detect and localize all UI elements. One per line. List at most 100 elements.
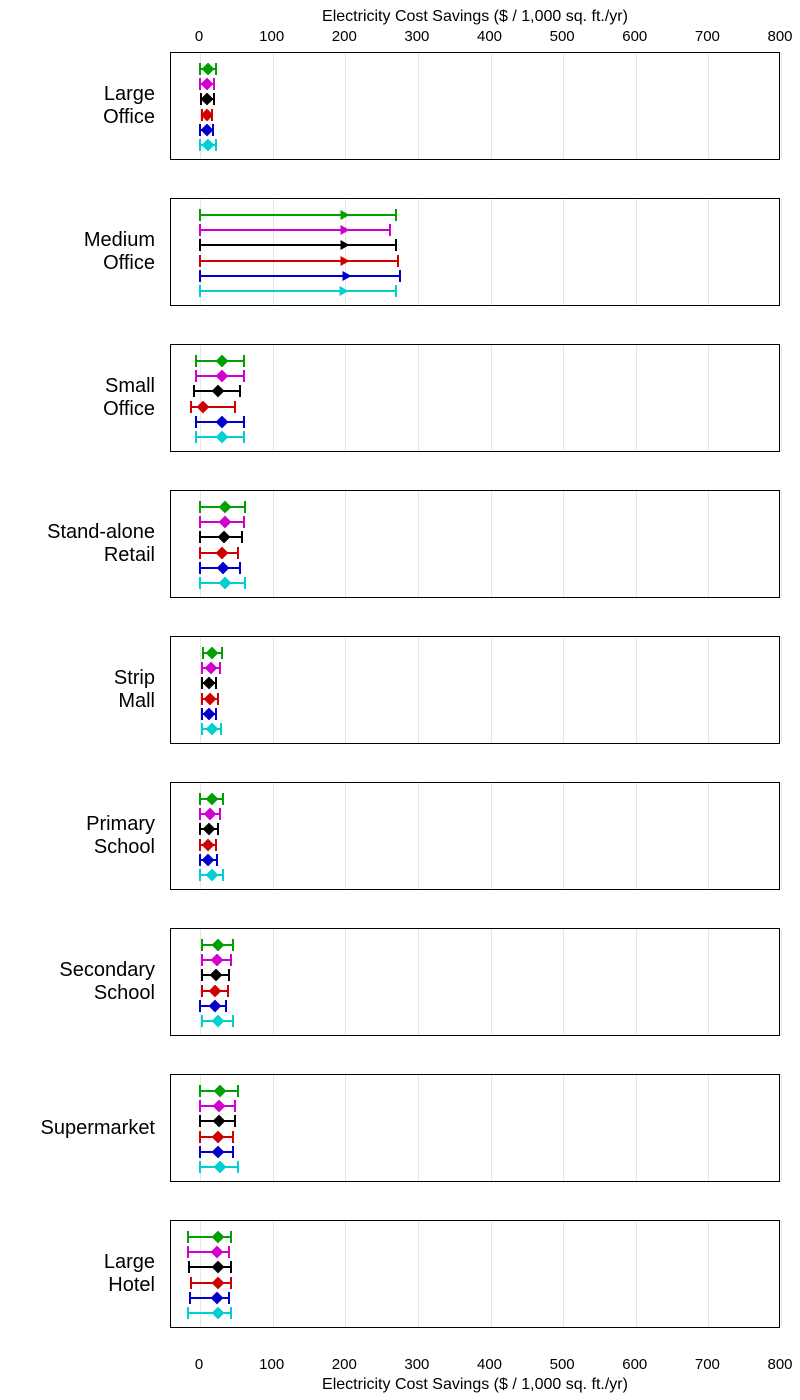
axis-tick-label: 800 bbox=[767, 1356, 792, 1373]
series-lane bbox=[171, 1113, 779, 1129]
whisker-cap bbox=[237, 1161, 239, 1173]
series-lane bbox=[171, 675, 779, 691]
series-lane bbox=[171, 514, 779, 530]
marker-diamond-icon bbox=[201, 93, 214, 106]
whisker-cap bbox=[399, 270, 401, 282]
panel-label: SecondarySchool bbox=[0, 959, 155, 1005]
axis-tick-label: 600 bbox=[622, 1356, 647, 1373]
whisker-cap bbox=[243, 516, 245, 528]
axis-tick-label: 700 bbox=[695, 28, 720, 45]
series-lane bbox=[171, 107, 779, 123]
series-lane bbox=[171, 76, 779, 92]
x-axis-title-top: Electricity Cost Savings ($ / 1,000 sq. … bbox=[170, 8, 780, 26]
whisker-cap bbox=[395, 285, 397, 297]
range-bar bbox=[188, 1236, 231, 1238]
whisker-cap bbox=[228, 1292, 230, 1304]
series-lane bbox=[171, 998, 779, 1014]
gridline bbox=[781, 1221, 782, 1327]
marker-diamond-icon bbox=[211, 1292, 224, 1305]
whisker-cap bbox=[199, 531, 201, 543]
panel-label: Supermarket bbox=[0, 1117, 155, 1140]
whisker-cap bbox=[228, 969, 230, 981]
marker-diamond-icon bbox=[218, 531, 231, 544]
whisker-cap bbox=[187, 1246, 189, 1258]
marker-triangle-icon bbox=[339, 286, 348, 296]
axis-tick-label: 300 bbox=[404, 28, 429, 45]
marker-diamond-icon bbox=[202, 139, 215, 152]
marker-diamond-icon bbox=[213, 1100, 226, 1113]
series-lane bbox=[171, 91, 779, 107]
axis-tick-label: 400 bbox=[477, 1356, 502, 1373]
gridline bbox=[781, 783, 782, 889]
whisker-cap bbox=[241, 531, 243, 543]
marker-diamond-icon bbox=[219, 516, 232, 529]
marker-diamond-icon bbox=[202, 62, 215, 75]
gridline bbox=[781, 53, 782, 159]
axis-tick-label: 100 bbox=[259, 1356, 284, 1373]
whisker-cap bbox=[199, 577, 201, 589]
whisker-cap bbox=[243, 355, 245, 367]
whisker-cap bbox=[199, 823, 201, 835]
marker-diamond-icon bbox=[215, 416, 228, 429]
whisker-cap bbox=[195, 431, 197, 443]
whisker-cap bbox=[189, 1292, 191, 1304]
whisker-cap bbox=[199, 285, 201, 297]
chart-panel bbox=[170, 928, 780, 1036]
marker-diamond-icon bbox=[206, 646, 219, 659]
series-lane bbox=[171, 691, 779, 707]
whisker-cap bbox=[237, 547, 239, 559]
axis-tick-label: 400 bbox=[477, 28, 502, 45]
whisker-cap bbox=[187, 1307, 189, 1319]
chart-panel bbox=[170, 1074, 780, 1182]
whisker-cap bbox=[199, 1100, 201, 1112]
series-lane bbox=[171, 937, 779, 953]
marker-diamond-icon bbox=[202, 854, 215, 867]
series-lane bbox=[171, 529, 779, 545]
series-lane bbox=[171, 1290, 779, 1306]
series-lane bbox=[171, 645, 779, 661]
whisker-cap bbox=[199, 270, 201, 282]
panel-label: PrimarySchool bbox=[0, 813, 155, 859]
whisker-cap bbox=[199, 1115, 201, 1127]
whisker-cap bbox=[217, 693, 219, 705]
marker-diamond-icon bbox=[212, 1130, 225, 1143]
series-lane bbox=[171, 1144, 779, 1160]
gridline bbox=[781, 637, 782, 743]
chart-panel bbox=[170, 344, 780, 452]
whisker-cap bbox=[199, 793, 201, 805]
marker-diamond-icon bbox=[212, 1261, 225, 1274]
marker-diamond-icon bbox=[205, 869, 218, 882]
whisker-cap bbox=[234, 1100, 236, 1112]
whisker-cap bbox=[193, 385, 195, 397]
axis-tick-label: 300 bbox=[404, 1356, 429, 1373]
whisker-cap bbox=[228, 1246, 230, 1258]
series-lane bbox=[171, 137, 779, 153]
whisker-cap bbox=[219, 662, 221, 674]
whisker-cap bbox=[222, 869, 224, 881]
series-lane bbox=[171, 207, 779, 223]
marker-diamond-icon bbox=[210, 969, 223, 982]
axis-tick-label: 100 bbox=[259, 28, 284, 45]
marker-triangle-icon bbox=[341, 240, 350, 250]
whisker-cap bbox=[397, 255, 399, 267]
gridline bbox=[781, 929, 782, 1035]
marker-diamond-icon bbox=[211, 954, 224, 967]
gridline bbox=[781, 199, 782, 305]
series-lane bbox=[171, 867, 779, 883]
axis-tick-label: 500 bbox=[550, 28, 575, 45]
series-lane bbox=[171, 353, 779, 369]
marker-diamond-icon bbox=[202, 838, 215, 851]
whisker-cap bbox=[395, 239, 397, 251]
chart-panel bbox=[170, 782, 780, 890]
whisker-cap bbox=[199, 562, 201, 574]
whisker-cap bbox=[199, 869, 201, 881]
whisker-cap bbox=[239, 562, 241, 574]
whisker-cap bbox=[215, 139, 217, 151]
marker-diamond-icon bbox=[212, 1015, 225, 1028]
series-lane bbox=[171, 660, 779, 676]
series-lane bbox=[171, 1098, 779, 1114]
series-lane bbox=[171, 721, 779, 737]
chart-panel bbox=[170, 52, 780, 160]
whisker-cap bbox=[243, 431, 245, 443]
whisker-cap bbox=[199, 516, 201, 528]
